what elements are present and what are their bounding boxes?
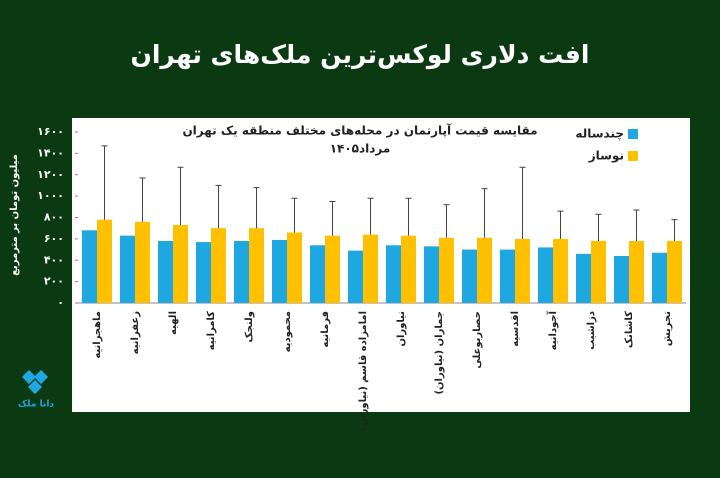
x-tick-label: اقدسیه — [510, 311, 521, 347]
x-tick-label: جماران (نیاوران) — [434, 311, 445, 395]
bar — [158, 241, 173, 303]
bar — [576, 253, 591, 303]
legend-swatch — [628, 129, 638, 139]
bar — [120, 235, 135, 303]
page-title: افت دلاری لوکس‌ترین ملک‌های تهران — [131, 40, 590, 70]
chart-subtitle: مرداد۱۴۰۵ — [330, 142, 391, 156]
y-tick-label: ۰ — [57, 296, 64, 309]
bar — [614, 255, 629, 303]
x-tick-label: دزاشیب — [586, 311, 597, 350]
legend-swatch — [628, 151, 638, 161]
chart-title: مقایسه قیمت آپارتمان در محله‌های مختلف م… — [182, 123, 537, 138]
bar — [538, 247, 553, 303]
legend-label: نوساز — [588, 149, 624, 164]
bar — [363, 234, 378, 303]
x-tick-label: کاشانک — [624, 311, 635, 348]
bar — [401, 235, 416, 303]
bar — [553, 238, 568, 303]
legend-label: چندساله — [575, 127, 624, 141]
bar — [249, 228, 264, 303]
bar — [386, 245, 401, 303]
bar — [477, 237, 492, 303]
x-tick-label: کامرانیه — [206, 311, 217, 350]
y-tick-label: ۱۰۰۰ — [37, 189, 64, 202]
bar — [234, 241, 249, 303]
bar — [515, 238, 530, 303]
bar — [211, 228, 226, 303]
logo-icon — [21, 369, 49, 395]
x-tick-label: حصاربوعلی — [472, 311, 483, 369]
x-tick-label: محمودیه — [282, 311, 293, 352]
x-tick-label: ماهجرانیه — [92, 311, 103, 359]
bar — [652, 252, 667, 303]
logo-text: دانا ملک — [18, 400, 54, 410]
x-tick-label: آجودانیه — [546, 310, 559, 350]
y-tick-label: ۶۰۰ — [44, 232, 64, 245]
bar — [173, 224, 188, 303]
bar — [82, 230, 97, 303]
y-tick-label: ۱۶۰۰ — [37, 125, 64, 138]
x-tick-label: زعفرانیه — [130, 311, 141, 355]
bar — [667, 241, 682, 303]
y-tick-label: ۲۰۰ — [44, 275, 64, 288]
bar — [439, 237, 454, 303]
x-tick-label: فرمانیه — [320, 311, 331, 348]
bar — [591, 241, 606, 303]
y-axis-title: میلیون تومان بر مترمربع — [9, 154, 20, 276]
y-tick-label: ۴۰۰ — [44, 253, 64, 266]
bar — [287, 232, 302, 303]
bar — [424, 246, 439, 303]
y-tick-label: ۱۴۰۰ — [37, 146, 64, 159]
x-tick-label: الهیه — [168, 311, 179, 335]
bar — [325, 235, 340, 303]
x-tick-label: ولنجک — [244, 311, 255, 343]
bar — [462, 249, 477, 303]
bar — [135, 221, 150, 303]
bar — [272, 239, 287, 303]
bar — [500, 249, 515, 303]
bar — [310, 245, 325, 303]
bar — [196, 242, 211, 303]
bar — [97, 219, 112, 303]
y-tick-label: ۸۰۰ — [44, 211, 64, 224]
x-tick-label: نیاوران — [396, 311, 407, 347]
x-tick-label: امامزاده قاسم (نیاوران) — [358, 311, 369, 431]
bar — [348, 250, 363, 303]
y-tick-label: ۱۲۰۰ — [37, 168, 64, 181]
bar — [629, 241, 644, 303]
x-tick-label: تجریش — [662, 311, 673, 346]
